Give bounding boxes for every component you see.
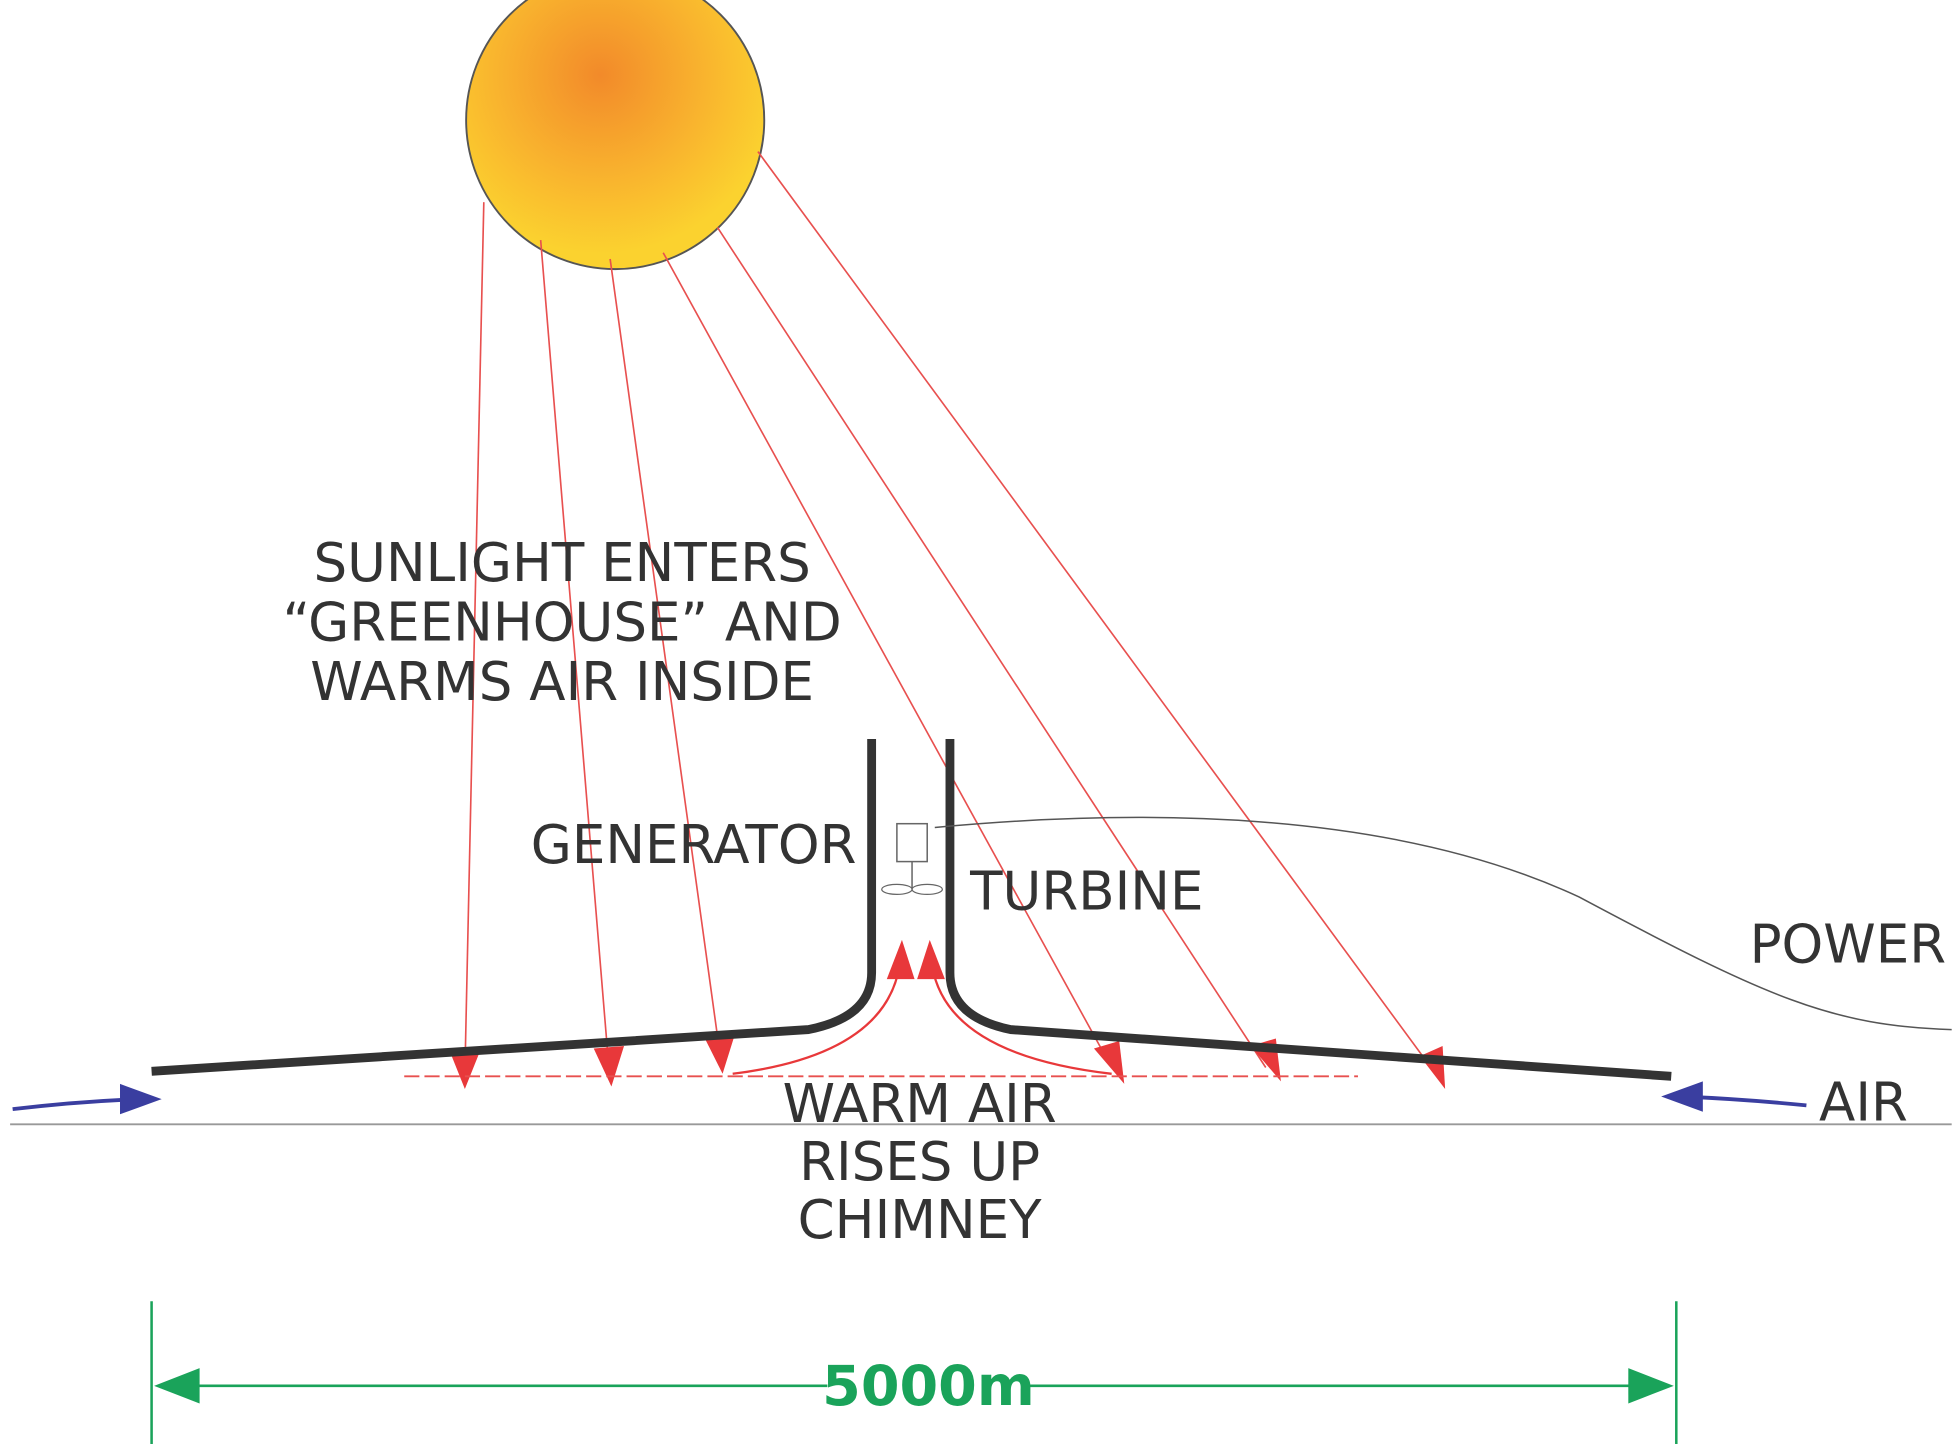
warm-air-flow: [732, 966, 1112, 1075]
label-line: RISES UP: [799, 1131, 1040, 1193]
generator-box: [896, 822, 928, 863]
sun: [465, 0, 766, 271]
power-label: POWER: [1750, 914, 1947, 976]
label-line: WARM AIR: [783, 1073, 1057, 1135]
dimension-lines: [150, 1301, 1678, 1444]
label-line: CHIMNEY: [798, 1189, 1043, 1251]
air-arrowhead: [1661, 1081, 1703, 1112]
dimension-label: 5000m: [822, 1354, 1035, 1419]
label-line: WARMS AIR INSIDE: [310, 651, 814, 713]
label-line: SUNLIGHT ENTERS: [313, 532, 810, 594]
label-line: “GREENHOUSE” AND: [283, 592, 842, 654]
air-label: AIR: [1819, 1072, 1908, 1134]
dimension-arrowhead: [1628, 1368, 1674, 1404]
flow-arrowheads: [886, 939, 945, 980]
dimension-arrowhead: [154, 1368, 200, 1404]
power-line: [934, 816, 1952, 1031]
turbine-blade: [911, 883, 943, 896]
turbine-blade: [881, 883, 913, 896]
generator-label: GENERATOR: [531, 814, 857, 876]
air-arrowhead: [120, 1083, 162, 1115]
collector-and-chimney: [151, 739, 1672, 1081]
sun-rays: [464, 151, 1435, 1074]
turbine-label: TURBINE: [969, 861, 1203, 923]
